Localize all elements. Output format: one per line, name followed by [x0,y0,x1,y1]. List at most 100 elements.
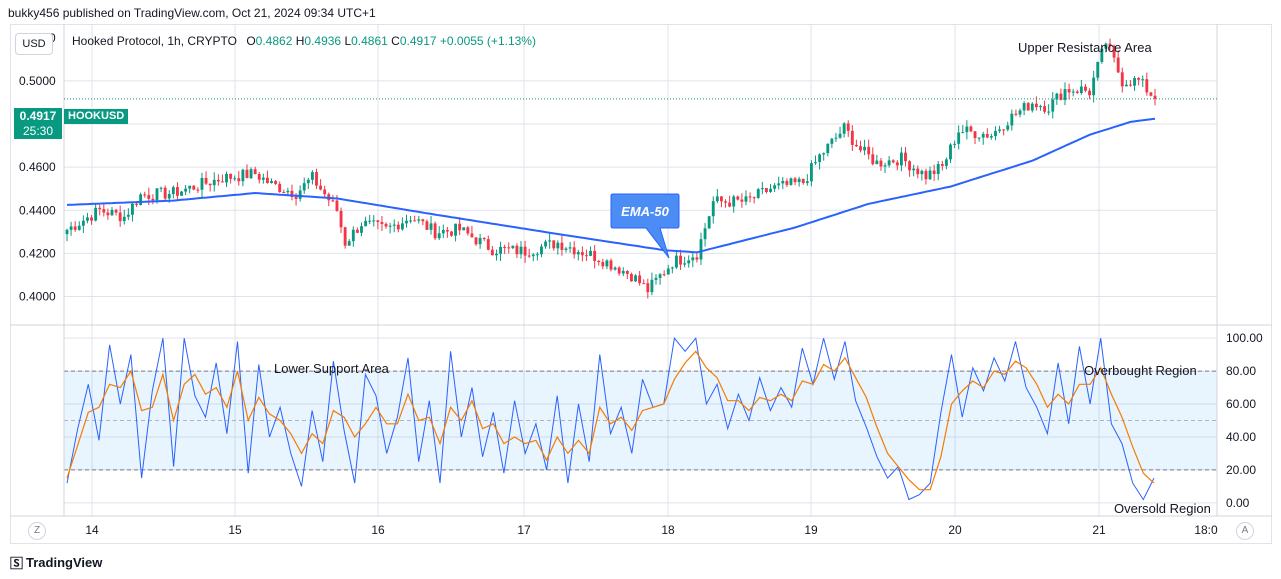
candle [122,209,126,225]
candle [1018,108,1022,118]
candle [1047,104,1051,116]
candle [1022,101,1026,116]
price-tick-label: 0.4000 [19,290,56,304]
candle [118,205,122,227]
candle [736,195,740,201]
candle [511,245,515,250]
candle [887,156,891,168]
candle [985,128,989,139]
legend-ohlc: O0.4862 H0.4936 L0.4861 C0.4917 +0.0055 … [246,34,536,48]
candle [229,173,233,184]
candle [560,235,564,256]
candle [474,237,478,246]
candle [961,125,965,134]
candle [94,203,98,222]
candle [854,139,858,147]
candle [679,249,682,270]
candle [1104,42,1108,53]
candle [781,177,785,190]
candle [773,182,777,193]
candle [351,226,355,247]
candle [670,266,674,274]
candle [421,218,425,226]
candle [801,178,805,185]
candle [1043,100,1046,114]
time-tick-label: 21 [1092,523,1106,537]
candle [544,239,547,249]
candle [65,228,69,242]
time-tick-label: 14 [85,523,99,537]
candle [261,173,265,184]
candle [977,137,981,142]
candle [846,120,850,137]
candle [458,217,462,236]
candle [589,246,592,257]
candle [711,196,715,224]
candle [1088,88,1091,100]
candle [212,172,216,192]
candle [339,207,343,233]
candle [208,183,212,192]
candle [437,226,441,241]
legend-low: 0.4861 [351,34,388,48]
candle [1149,91,1153,97]
time-axis-labels: 14 15 16 17 18 19 20 21 18:0 [85,523,1218,537]
candle [891,159,895,164]
candle [417,216,421,224]
candle [81,215,85,233]
candle [1112,44,1116,63]
legend-close-label: C [391,34,400,48]
time-tick-label: 16 [371,523,385,537]
zoom-toggle-button[interactable]: Z [28,522,46,540]
candle [1137,77,1141,86]
candle [274,179,278,185]
candle [683,256,687,268]
candle [1096,61,1100,81]
candle [413,215,417,222]
candle [180,190,183,196]
candle [625,270,629,280]
candle [110,206,114,216]
candle [949,143,952,164]
candle [572,241,576,259]
candle [875,154,879,165]
candle [216,174,220,186]
ema-callout[interactable]: EMA-50 [610,193,680,259]
bar-countdown: 25:30 [14,124,62,139]
candle [482,237,486,242]
candle [715,188,719,204]
legend-low-label: L [344,34,352,48]
candle [785,178,789,188]
candle [490,245,494,256]
auto-scale-button[interactable]: A [1236,522,1254,540]
legend-high-label: H [295,34,305,48]
candle [462,227,466,231]
oscillator-tick-label: 20.00 [1226,463,1256,477]
candle [527,248,531,258]
candle [540,243,543,258]
candle [409,215,413,224]
candle [1124,80,1128,87]
currency-button[interactable]: USD [15,33,53,55]
candle [1153,88,1157,106]
candle [662,270,666,277]
candle [576,249,580,261]
candle [319,179,323,191]
candle [609,258,613,272]
legend-high: 0.4936 [304,34,342,48]
candle [77,221,81,231]
oscillator-axis-labels: 0.00 20.00 40.00 60.00 80.00 100.00 [1226,331,1263,510]
candle [908,160,912,177]
candle [944,157,948,170]
candle [867,139,871,160]
candle [1120,67,1124,93]
candle [126,208,130,221]
upper-resistance-label: Upper Resistance Area [1018,40,1152,55]
candle [638,270,642,286]
oscillator-tick-label: 80.00 [1226,364,1256,378]
candle [1075,89,1079,94]
candle [241,168,245,187]
footer-brand[interactable]: 🅂 TradingView [10,553,102,572]
candle [1100,44,1104,64]
